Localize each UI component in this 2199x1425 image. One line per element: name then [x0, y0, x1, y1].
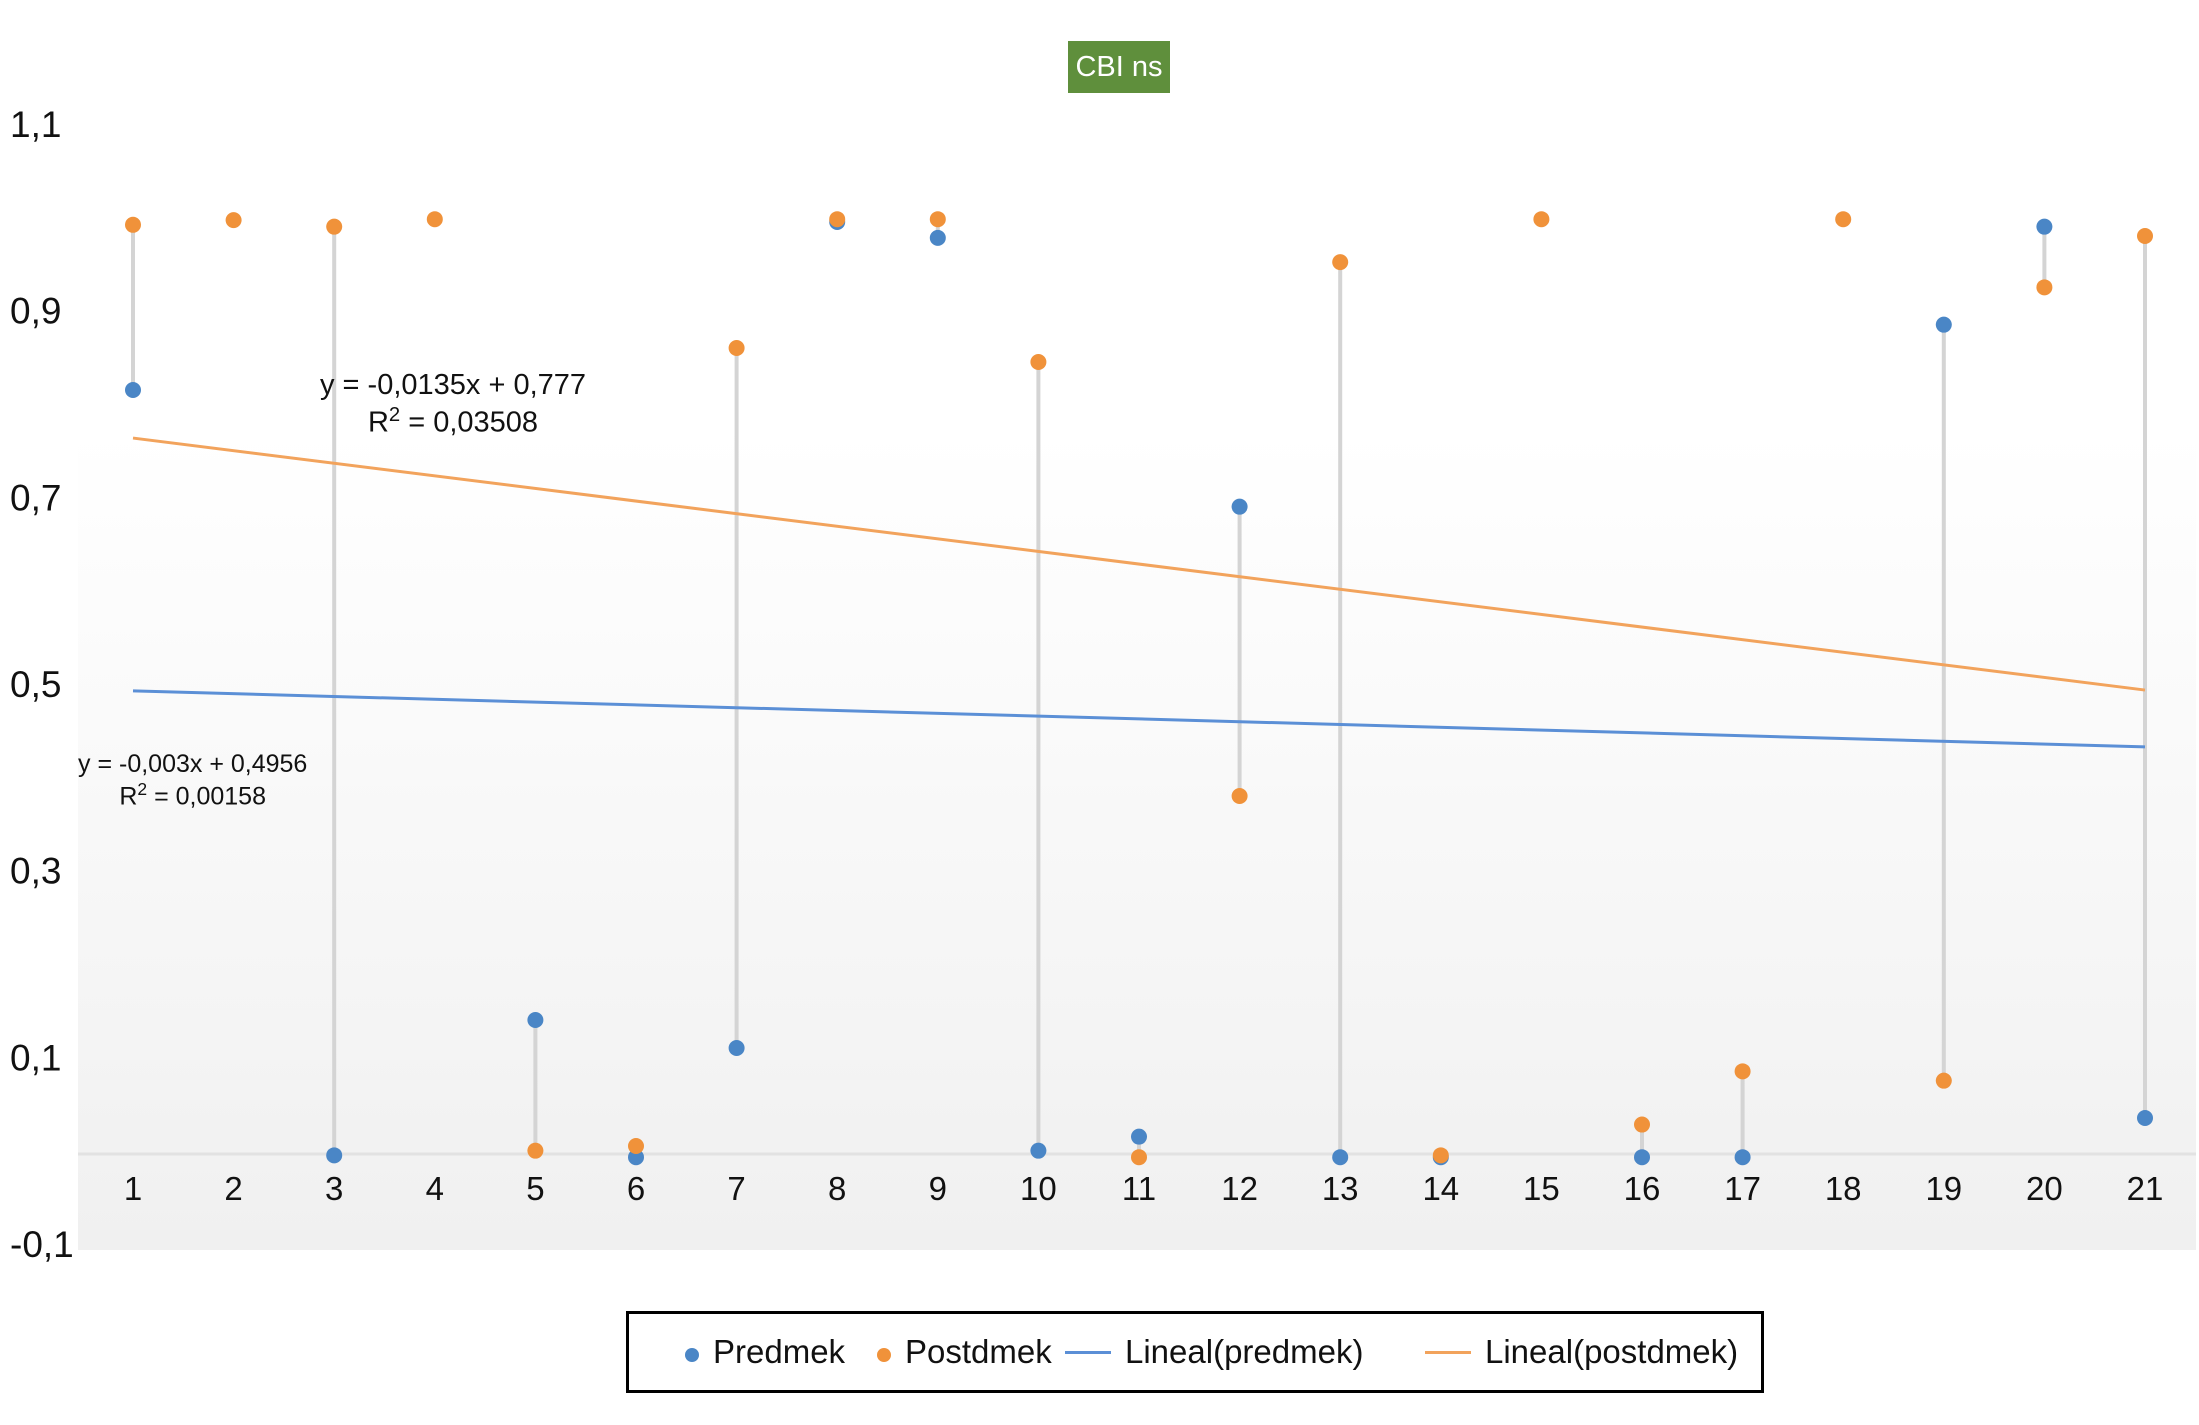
legend-item-lineal-predmek: Lineal(predmek): [1065, 1314, 1363, 1390]
x-tick-label: 20: [2026, 1170, 2063, 1207]
legend-item-postdmek: Postdmek: [877, 1314, 1052, 1390]
predmek-point-3: [326, 1147, 343, 1164]
predmek-point-10: [1030, 1142, 1047, 1159]
x-tick-label: 6: [627, 1170, 645, 1207]
y-tick-label: 0,7: [10, 477, 61, 518]
predmek-point-17: [1734, 1149, 1751, 1166]
postdmek-point-11: [1131, 1149, 1147, 1166]
x-tick-label: 4: [426, 1170, 444, 1207]
x-tick-label: 9: [929, 1170, 947, 1207]
legend-label-lineal-predmek: Lineal(predmek): [1125, 1333, 1364, 1370]
chart-title: CBI ns: [1068, 41, 1170, 93]
y-tick-label: 0,3: [10, 851, 61, 892]
predmek-point-1: [125, 382, 141, 398]
legend-marker-predmek: [685, 1348, 699, 1362]
postdmek-point-10: [1030, 354, 1047, 370]
predmek-point-21: [2137, 1110, 2153, 1126]
plot-background: [78, 430, 2196, 1250]
postdmek-point-7: [728, 340, 745, 356]
postdmek-point-6: [628, 1138, 644, 1154]
post-trend-equation: y = -0,0135x + 0,777 R2 = 0,03508: [320, 368, 586, 440]
postdmek-point-12: [1231, 788, 1248, 804]
predmek-point-12: [1231, 498, 1248, 515]
y-tick-label: 0,9: [10, 291, 61, 332]
x-tick-label: 3: [325, 1170, 343, 1207]
predmek-point-7: [728, 1040, 745, 1056]
legend-marker-postdmek: [877, 1348, 891, 1362]
x-tick-label: 1: [124, 1170, 142, 1207]
postdmek-point-21: [2137, 228, 2153, 244]
x-tick-label: 14: [1422, 1170, 1459, 1207]
postdmek-point-1: [125, 216, 141, 233]
predmek-point-16: [1634, 1149, 1650, 1166]
postdmek-point-19: [1935, 1072, 1952, 1089]
postdmek-point-4: [426, 211, 443, 228]
post-r2-text: R2 = 0,03508: [367, 403, 539, 439]
y-tick-label: -0,1: [10, 1224, 74, 1265]
postdmek-point-9: [929, 211, 946, 228]
legend: Predmek Postdmek Lineal(predmek) Lineal(…: [626, 1311, 1764, 1393]
predmek-point-9: [929, 229, 946, 246]
legend-item-lineal-postdmek: Lineal(postdmek): [1425, 1314, 1738, 1390]
y-tick-label: 0,1: [10, 1037, 61, 1078]
legend-line-predmek: [1065, 1350, 1111, 1354]
x-tick-label: 16: [1624, 1170, 1661, 1207]
predmek-point-13: [1332, 1149, 1349, 1166]
y-tick-label: 0,5: [10, 664, 61, 705]
x-tick-label: 15: [1523, 1170, 1560, 1207]
y-tick-label: 1,1: [10, 104, 61, 145]
legend-label-lineal-postdmek: Lineal(postdmek): [1485, 1333, 1739, 1370]
postdmek-point-18: [1835, 211, 1852, 228]
pre-equation-text: y = -0,003x + 0,4956: [78, 750, 308, 778]
x-tick-label: 19: [1925, 1170, 1962, 1207]
x-tick-label: 10: [1020, 1170, 1057, 1207]
postdmek-point-2: [225, 212, 242, 229]
x-tick-label: 18: [1825, 1170, 1862, 1207]
legend-line-postdmek: [1425, 1350, 1471, 1354]
postdmek-point-16: [1634, 1116, 1650, 1133]
x-tick-label: 5: [526, 1170, 544, 1207]
x-tick-label: 8: [828, 1170, 846, 1207]
postdmek-point-20: [2036, 279, 2053, 296]
x-tick-label: 17: [1724, 1170, 1761, 1207]
legend-label-postdmek: Postdmek: [905, 1333, 1052, 1370]
predmek-point-19: [1935, 316, 1952, 333]
postdmek-point-17: [1734, 1063, 1751, 1080]
x-tick-label: 21: [2127, 1170, 2164, 1207]
trendline-lineal-predmek: [132, 689, 2146, 749]
postdmek-point-8: [829, 211, 846, 228]
x-tick-label: 11: [1122, 1170, 1156, 1207]
pre-r2-text: R2 = 0,00158: [119, 779, 266, 811]
postdmek-point-5: [527, 1142, 544, 1159]
predmek-point-11: [1131, 1128, 1147, 1145]
legend-label-predmek: Predmek: [713, 1333, 846, 1370]
post-equation-text: y = -0,0135x + 0,777: [320, 369, 587, 401]
predmek-point-6: [628, 1149, 644, 1166]
postdmek-point-15: [1533, 211, 1550, 228]
x-tick-label: 7: [727, 1170, 745, 1207]
predmek-point-20: [2036, 218, 2053, 235]
x-tick-label: 12: [1221, 1170, 1258, 1207]
x-tick-label: 13: [1322, 1170, 1359, 1207]
x-tick-label: 2: [224, 1170, 242, 1207]
predmek-point-5: [527, 1012, 544, 1028]
postdmek-point-13: [1332, 254, 1349, 271]
postdmek-point-14: [1432, 1147, 1449, 1164]
pre-trend-equation: y = -0,003x + 0,4956 R2 = 0,00158: [78, 749, 307, 811]
postdmek-point-3: [326, 218, 343, 235]
trendline-lineal-postdmek: [132, 436, 2146, 692]
legend-item-predmek: Predmek: [685, 1314, 845, 1390]
